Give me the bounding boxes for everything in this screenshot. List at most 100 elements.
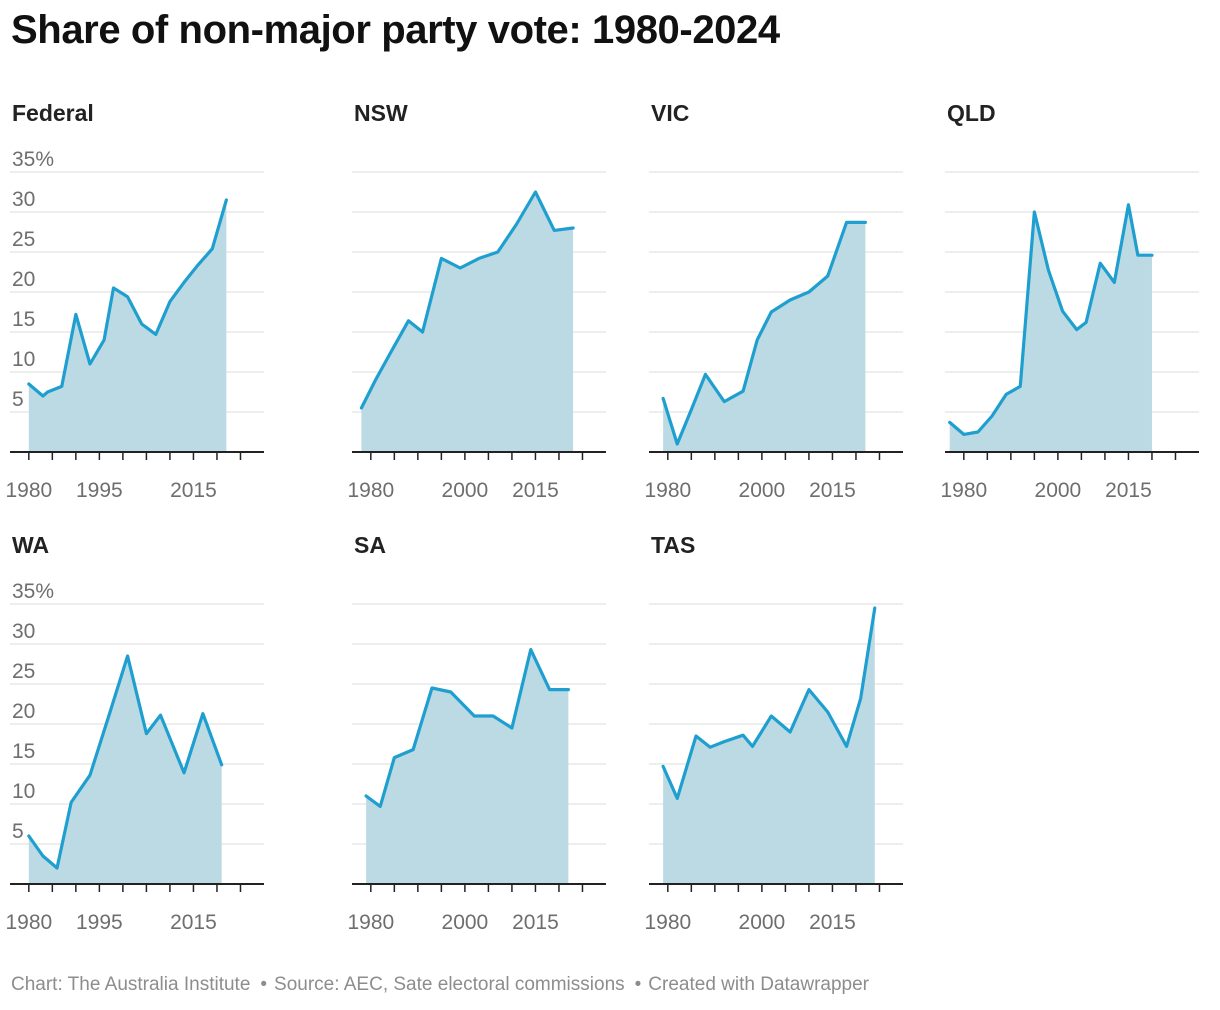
data-point bbox=[990, 414, 994, 418]
data-point bbox=[126, 654, 130, 658]
x-tick-label: 2015 bbox=[809, 479, 856, 502]
data-point bbox=[1004, 392, 1008, 396]
chart-title: Share of non-major party vote: 1980-2024 bbox=[11, 8, 780, 52]
data-point bbox=[661, 396, 665, 400]
x-tick-label: 1980 bbox=[347, 911, 394, 934]
data-point bbox=[378, 804, 382, 808]
series-line bbox=[27, 198, 228, 398]
x-tick-label: 1980 bbox=[644, 911, 691, 934]
panel-vic: VIC 1980 2000 2015 bbox=[644, 100, 903, 502]
data-point bbox=[374, 378, 378, 382]
panel-title: SA bbox=[354, 532, 386, 558]
data-point bbox=[1126, 203, 1130, 207]
x-tick-label: 1995 bbox=[76, 479, 123, 502]
x-tick-label: 2000 bbox=[739, 911, 786, 934]
series-line bbox=[661, 220, 867, 446]
data-point bbox=[859, 696, 863, 700]
data-point bbox=[220, 763, 224, 767]
data-point bbox=[1136, 253, 1140, 257]
panel-title: Federal bbox=[12, 100, 94, 126]
credit-text: Chart: The Australia Institute bbox=[11, 974, 251, 995]
y-tick-label: 5 bbox=[12, 388, 24, 411]
series-line bbox=[364, 647, 570, 808]
panel-chart-svg: 1980 2000 2015 bbox=[347, 171, 606, 502]
data-point bbox=[552, 228, 556, 232]
x-tick-label: 1980 bbox=[940, 479, 987, 502]
data-point bbox=[111, 286, 115, 290]
data-point bbox=[571, 226, 575, 230]
data-point bbox=[88, 773, 92, 777]
data-point bbox=[1061, 309, 1065, 313]
x-tick-label: 2015 bbox=[170, 479, 217, 502]
series-area bbox=[663, 608, 875, 884]
data-point bbox=[807, 290, 811, 294]
y-tick-label: 35% bbox=[12, 580, 54, 603]
data-point bbox=[154, 332, 158, 336]
data-point bbox=[741, 733, 745, 737]
data-point bbox=[510, 726, 514, 730]
data-point bbox=[430, 686, 434, 690]
data-point bbox=[210, 247, 214, 251]
y-tick-label: 15 bbox=[12, 740, 35, 763]
data-point bbox=[496, 250, 500, 254]
y-tick-label: 10 bbox=[12, 780, 35, 803]
data-point bbox=[458, 266, 462, 270]
series-line bbox=[27, 654, 224, 870]
data-point bbox=[159, 713, 163, 717]
data-point bbox=[364, 794, 368, 798]
data-point bbox=[826, 710, 830, 714]
data-point bbox=[421, 330, 425, 334]
x-tick-label: 2015 bbox=[512, 911, 559, 934]
x-tick-label: 2015 bbox=[1105, 479, 1152, 502]
data-point bbox=[1112, 280, 1116, 284]
data-point bbox=[1098, 261, 1102, 265]
data-point bbox=[449, 690, 453, 694]
panel-chart-svg: 1980 2000 2015 bbox=[644, 603, 903, 934]
x-tick-label: 2015 bbox=[512, 479, 559, 502]
panel-nsw: NSW 1980 2000 2015 bbox=[347, 100, 606, 502]
panel-tas: TAS 1980 2000 2015 bbox=[644, 532, 903, 934]
data-point bbox=[807, 688, 811, 692]
data-point bbox=[144, 732, 148, 736]
data-point bbox=[769, 310, 773, 314]
data-point bbox=[566, 688, 570, 692]
panel-chart-svg: 1980 2000 2015 bbox=[644, 171, 903, 502]
data-point bbox=[845, 220, 849, 224]
x-tick-label: 2000 bbox=[1035, 479, 1082, 502]
x-tick-label: 1980 bbox=[5, 479, 52, 502]
data-point bbox=[1075, 328, 1079, 332]
data-point bbox=[826, 274, 830, 278]
series-line bbox=[948, 203, 1154, 436]
data-point bbox=[533, 190, 537, 194]
data-point bbox=[196, 263, 200, 267]
footer-separator-dot: • bbox=[260, 974, 268, 995]
x-tick-label: 2015 bbox=[170, 911, 217, 934]
series-area bbox=[361, 192, 574, 452]
y-tick-label: 20 bbox=[12, 268, 35, 291]
panel-federal: Federal 5 10 15 20 25 30 35% 1980 1995 2015 bbox=[5, 100, 264, 502]
chart-footer: Chart: The Australia Institute • Source: A… bbox=[11, 974, 869, 996]
data-point bbox=[708, 745, 712, 749]
data-point bbox=[388, 352, 392, 356]
data-point bbox=[472, 714, 476, 718]
series-area bbox=[366, 649, 569, 884]
series-area bbox=[663, 222, 866, 452]
series-line bbox=[661, 606, 877, 800]
created-with-text: Created with Datawrapper bbox=[648, 974, 870, 995]
data-point bbox=[750, 744, 754, 748]
series-area bbox=[28, 656, 222, 884]
data-point bbox=[168, 300, 172, 304]
data-point bbox=[529, 648, 533, 652]
x-tick-label: 1980 bbox=[5, 911, 52, 934]
panel-title: VIC bbox=[651, 100, 690, 126]
data-point bbox=[46, 390, 50, 394]
data-point bbox=[722, 400, 726, 404]
x-tick-label: 1980 bbox=[644, 479, 691, 502]
panel-wa: WA 5 10 15 20 25 30 35% 1980 1995 2015 bbox=[5, 532, 264, 934]
data-point bbox=[755, 338, 759, 342]
data-point bbox=[41, 854, 45, 858]
panel-chart-svg: 1980 2000 2015 bbox=[940, 171, 1199, 502]
y-tick-label: 5 bbox=[12, 820, 24, 843]
data-point bbox=[863, 220, 867, 224]
data-point bbox=[359, 406, 363, 410]
